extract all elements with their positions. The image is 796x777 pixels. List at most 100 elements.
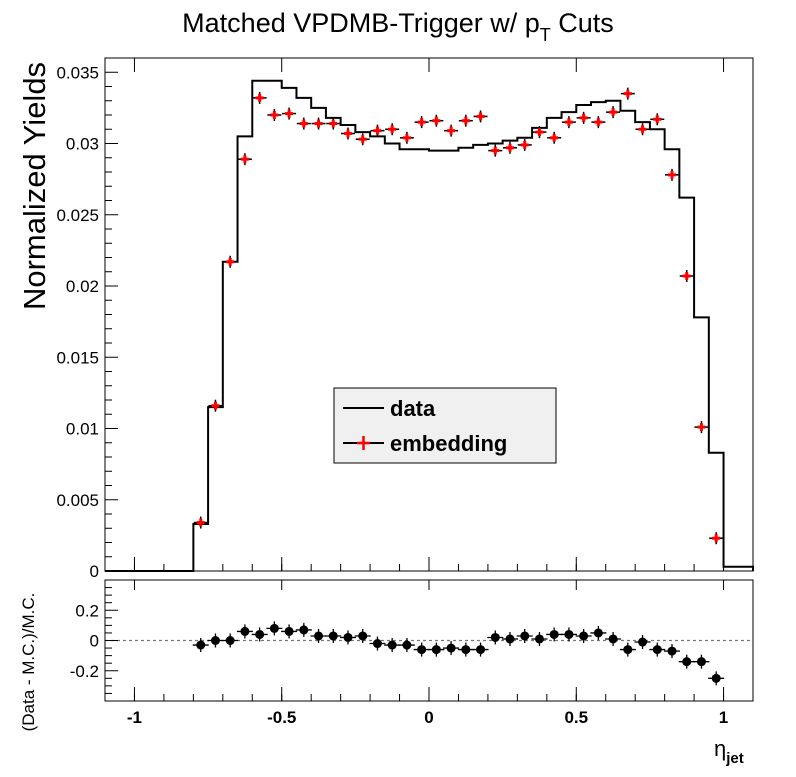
ratio-point [472,642,489,657]
ratio-point [340,630,356,645]
x-axis-label: ηjet [714,736,744,767]
ratio-point-marker [711,673,721,683]
legend-data-label: data [390,396,436,421]
legend-box [333,387,557,464]
x-axis-label-subscript: jet [725,750,744,767]
ratio-point-marker [210,636,220,645]
ratio-point-marker [314,631,324,641]
embedding-point [694,421,709,434]
main-data-step [105,79,754,572]
ratio-point [575,628,592,643]
embedding-point [620,87,635,100]
ratio-point-marker [461,645,471,655]
ratio-point [428,642,445,657]
ratio-point-marker [593,628,603,638]
embedding-point [635,123,650,136]
x-tick-label: -1 [127,708,142,727]
ratio-y-ticks: -0.2 0 0.2 [70,579,118,702]
ratio-point [295,622,312,637]
ratio-x-ticks: -1 -0.5 0 0.5 1 [104,580,754,727]
ratio-point-marker [431,645,441,655]
embedding-point [473,110,488,123]
embedding-point [429,114,444,127]
ratio-point [222,633,239,648]
ratio-point-marker [490,632,500,642]
ratio-point [708,671,725,686]
x-tick-label: -0.5 [267,708,296,727]
main-y-ticks: 0 0.005 0.01 0.015 0.02 0.025 0.03 0.035 [56,57,754,581]
embedding-point [517,138,532,151]
ratio-point-marker [446,643,456,653]
ratio-point [281,624,298,639]
legend-embedding-label: embedding [390,431,507,456]
ratio-point-marker [652,645,662,655]
ratio-point-marker [343,632,353,642]
ratio-point [560,627,577,642]
main-y-tick-label: 0 [90,562,99,581]
ratio-point [413,642,430,657]
ratio-point [649,642,666,657]
ratio-point [516,628,533,643]
ratio-point-marker [328,631,338,641]
ratio-point [398,638,415,653]
main-panel: 0 0.005 0.01 0.015 0.02 0.025 0.03 0.035 Normal… [17,57,754,581]
legend: data embedding [333,387,557,464]
embedding-point [341,127,355,140]
ratio-point-marker [299,625,309,635]
ratio-markers [192,621,725,686]
ratio-point-marker [387,640,397,650]
embedding-point [679,270,694,283]
ratio-point [605,631,622,646]
ratio-point-marker [696,657,706,667]
embedding-point [237,153,252,166]
ratio-point [251,627,268,642]
ratio-y-tick-label: 0 [90,632,99,651]
ratio-point-marker [372,639,382,649]
ratio-point [664,644,680,659]
embedding-point [252,91,267,104]
data-histogram-line [105,79,754,572]
ratio-point [443,641,460,656]
embedding-point [208,399,223,412]
ratio-point-marker [667,646,677,656]
ratio-point [502,631,518,646]
embedding-point [370,124,385,137]
main-y-tick-label: 0.015 [56,348,99,367]
ratio-point [207,633,224,648]
embedding-point [267,109,282,121]
ratio-point-marker [196,640,206,650]
ratio-y-tick-label: 0.2 [75,601,99,620]
ratio-point-marker [476,645,486,655]
ratio-point-marker [520,631,530,641]
embedding-point [709,532,724,545]
main-y-tick-label: 0.025 [56,206,99,225]
ratio-point [531,631,548,646]
embedding-point [458,114,473,127]
ratio-point [619,642,636,657]
ratio-point [266,621,283,636]
ratio-point-marker [579,631,589,641]
embedding-point [193,516,208,529]
main-y-tick-label: 0.02 [66,277,99,296]
ratio-point-marker [402,640,412,650]
chart-title: Matched VPDMB-Trigger w/ pT Cuts [182,8,614,45]
x-tick-label: 1 [719,708,728,727]
chart-title-main: Matched VPDMB-Trigger w/ p [182,8,540,38]
embedding-point [547,131,562,144]
x-axis-label-main: η [714,736,726,761]
ratio-point [354,628,371,643]
ratio-point [369,636,386,651]
embedding-point [282,107,297,120]
embedding-point [665,168,679,181]
ratio-point-marker [240,626,250,636]
ratio-point [634,635,651,650]
ratio-point-marker [505,634,515,644]
ratio-y-axis-label: (Data - M.C.)/M.C. [19,593,38,732]
ratio-point [546,627,563,642]
embedding-point [385,123,400,136]
main-y-axis-label: Normalized Yields [17,62,52,310]
ratio-point-marker [269,623,279,633]
embedding-point [561,116,576,129]
ratio-panel: -0.200.2 -1 -0.5 0 0.5 1 (Data - M.C.)/M.C. … [19,579,754,767]
